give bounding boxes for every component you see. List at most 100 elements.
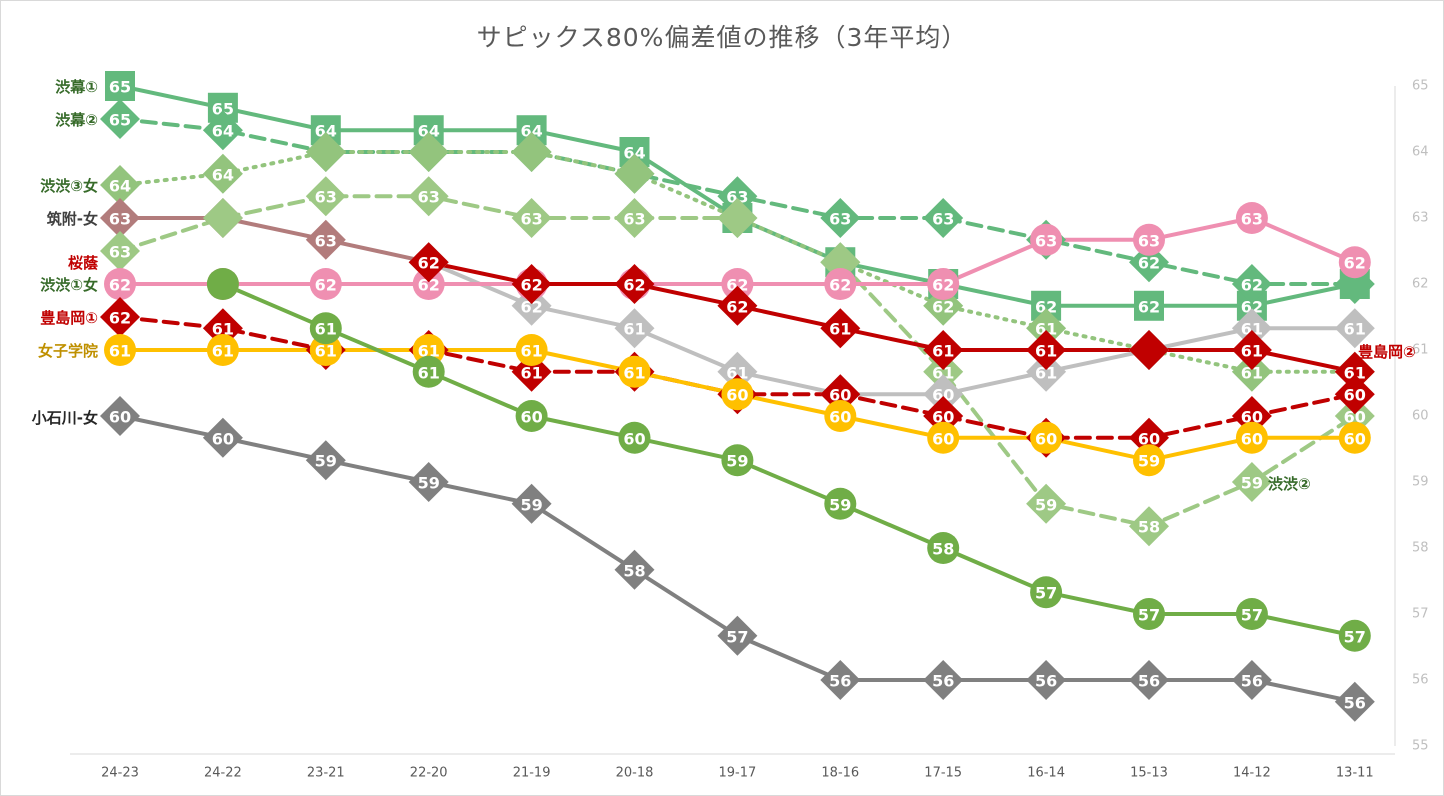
series-name-label: 渋幕② bbox=[55, 111, 98, 129]
y-tick-label: 57 bbox=[1412, 607, 1429, 622]
data-point bbox=[1129, 506, 1169, 547]
data-label: 60 bbox=[932, 408, 954, 427]
data-point bbox=[717, 198, 758, 238]
series-line bbox=[220, 282, 1357, 638]
data-label: 57 bbox=[1138, 606, 1160, 625]
data-point bbox=[515, 400, 548, 432]
data-point bbox=[717, 615, 758, 656]
data-point bbox=[927, 532, 960, 564]
data-point bbox=[1334, 308, 1375, 349]
data-label: 60 bbox=[1344, 429, 1366, 448]
data-point bbox=[202, 417, 243, 458]
data-label: 62 bbox=[1035, 297, 1057, 316]
data-label: 61 bbox=[212, 320, 234, 339]
data-point bbox=[511, 132, 552, 172]
data-label: 63 bbox=[932, 210, 954, 229]
x-tick-label: 23-21 bbox=[307, 766, 345, 781]
data-label: 61 bbox=[315, 320, 337, 339]
series-name-label: 渋渋①女 bbox=[40, 276, 98, 294]
data-point bbox=[206, 268, 239, 300]
data-label: 62 bbox=[315, 276, 337, 295]
chart-title: サピックス80%偏差値の推移（3年平均） bbox=[476, 23, 968, 52]
data-point bbox=[1026, 351, 1067, 392]
data-point bbox=[305, 132, 346, 172]
data-point bbox=[824, 487, 857, 520]
data-point bbox=[1231, 308, 1272, 349]
data-label: 62 bbox=[520, 297, 542, 316]
data-point bbox=[1133, 444, 1165, 477]
data-label: 64 bbox=[315, 122, 337, 141]
data-point bbox=[614, 308, 655, 349]
series-name-label: 桜蔭 bbox=[68, 254, 99, 272]
data-label: 61 bbox=[726, 363, 748, 382]
data-label: 60 bbox=[726, 386, 748, 405]
data-label: 63 bbox=[1138, 231, 1160, 250]
data-label: 56 bbox=[1344, 693, 1366, 712]
data-label: 64 bbox=[520, 122, 542, 141]
data-label: 60 bbox=[1344, 408, 1366, 427]
data-point bbox=[511, 483, 552, 524]
data-label: 58 bbox=[932, 540, 954, 559]
data-label: 60 bbox=[1344, 386, 1366, 405]
data-label: 57 bbox=[1344, 627, 1366, 646]
data-label: 63 bbox=[829, 210, 851, 229]
data-point bbox=[721, 378, 754, 411]
data-point bbox=[1334, 351, 1375, 392]
data-point bbox=[923, 660, 964, 700]
data-point bbox=[618, 355, 651, 388]
data-label: 61 bbox=[1241, 342, 1263, 361]
data-label: 63 bbox=[623, 210, 645, 229]
data-label: 62 bbox=[1138, 297, 1160, 316]
data-point bbox=[100, 198, 140, 238]
data-label: 64 bbox=[212, 122, 234, 141]
data-point bbox=[305, 219, 346, 260]
data-label: 64 bbox=[109, 177, 131, 196]
data-point bbox=[1133, 598, 1165, 630]
data-label: 61 bbox=[315, 342, 337, 361]
data-point bbox=[408, 242, 449, 283]
data-point bbox=[511, 264, 552, 304]
data-point bbox=[1231, 351, 1272, 392]
data-label: 61 bbox=[1035, 342, 1057, 361]
x-tick-label: 24-23 bbox=[101, 766, 139, 781]
series-name-label: 筑附-女 bbox=[46, 210, 98, 228]
data-label: 61 bbox=[520, 342, 542, 361]
data-point bbox=[721, 444, 754, 477]
data-point bbox=[408, 462, 449, 502]
series-name-label: 豊島岡① bbox=[40, 309, 98, 327]
data-point bbox=[927, 268, 960, 300]
data-point bbox=[1231, 660, 1272, 700]
data-point bbox=[412, 355, 445, 388]
data-label: 59 bbox=[520, 495, 542, 514]
series-line bbox=[838, 260, 1357, 529]
data-label: 57 bbox=[726, 627, 748, 646]
x-tick-label: 13-11 bbox=[1336, 766, 1374, 781]
series-name-label: 渋渋③女 bbox=[40, 177, 98, 195]
data-label: 61 bbox=[623, 363, 645, 382]
data-point bbox=[820, 198, 861, 238]
data-point bbox=[1026, 660, 1067, 700]
data-point bbox=[202, 110, 243, 151]
data-point bbox=[408, 132, 449, 172]
data-label: 60 bbox=[1241, 408, 1263, 427]
series-name-label: 渋渋② bbox=[1268, 475, 1311, 493]
data-label: 58 bbox=[1138, 518, 1160, 537]
data-point bbox=[1338, 619, 1371, 652]
data-label: 59 bbox=[315, 452, 337, 471]
y-tick-label: 65 bbox=[1412, 79, 1429, 94]
data-label: 61 bbox=[418, 342, 440, 361]
data-label: 59 bbox=[418, 474, 440, 493]
x-tick-label: 19-17 bbox=[719, 766, 757, 781]
data-label: 59 bbox=[1138, 452, 1160, 471]
data-point bbox=[1129, 660, 1169, 700]
data-point bbox=[1026, 330, 1067, 370]
data-point bbox=[515, 334, 548, 366]
data-point bbox=[1026, 308, 1067, 349]
data-label: 61 bbox=[520, 363, 542, 382]
x-tick-label: 24-22 bbox=[204, 766, 242, 781]
data-point bbox=[1030, 421, 1063, 454]
x-tick-label: 14-12 bbox=[1233, 766, 1271, 781]
x-tick-label: 18-16 bbox=[821, 766, 859, 781]
data-point bbox=[717, 285, 758, 326]
data-label: 60 bbox=[109, 408, 131, 427]
